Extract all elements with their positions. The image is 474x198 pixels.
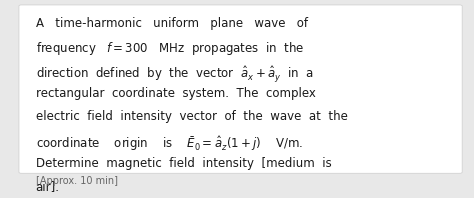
Text: rectangular  coordinate  system.  The  complex: rectangular coordinate system. The compl… [36,87,315,100]
Text: coordinate    origin    is    $\bar{E}_0 = \hat{a}_z(1+j)$    V/m.: coordinate origin is $\bar{E}_0 = \hat{a… [36,134,303,153]
Text: frequency   $f = 300$   MHz  propagates  in  the: frequency $f = 300$ MHz propagates in th… [36,40,304,57]
Text: air].: air]. [36,180,60,193]
FancyBboxPatch shape [19,5,462,173]
Text: Determine  magnetic  field  intensity  [medium  is: Determine magnetic field intensity [medi… [36,157,331,170]
Text: electric  field  intensity  vector  of  the  wave  at  the: electric field intensity vector of the w… [36,110,347,123]
Text: [Approx. 10 min]: [Approx. 10 min] [36,176,118,186]
Text: direction  defined  by  the  vector  $\hat{a}_x + \hat{a}_y$  in  a: direction defined by the vector $\hat{a}… [36,64,313,84]
Text: A   time-harmonic   uniform   plane   wave   of: A time-harmonic uniform plane wave of [36,17,308,30]
